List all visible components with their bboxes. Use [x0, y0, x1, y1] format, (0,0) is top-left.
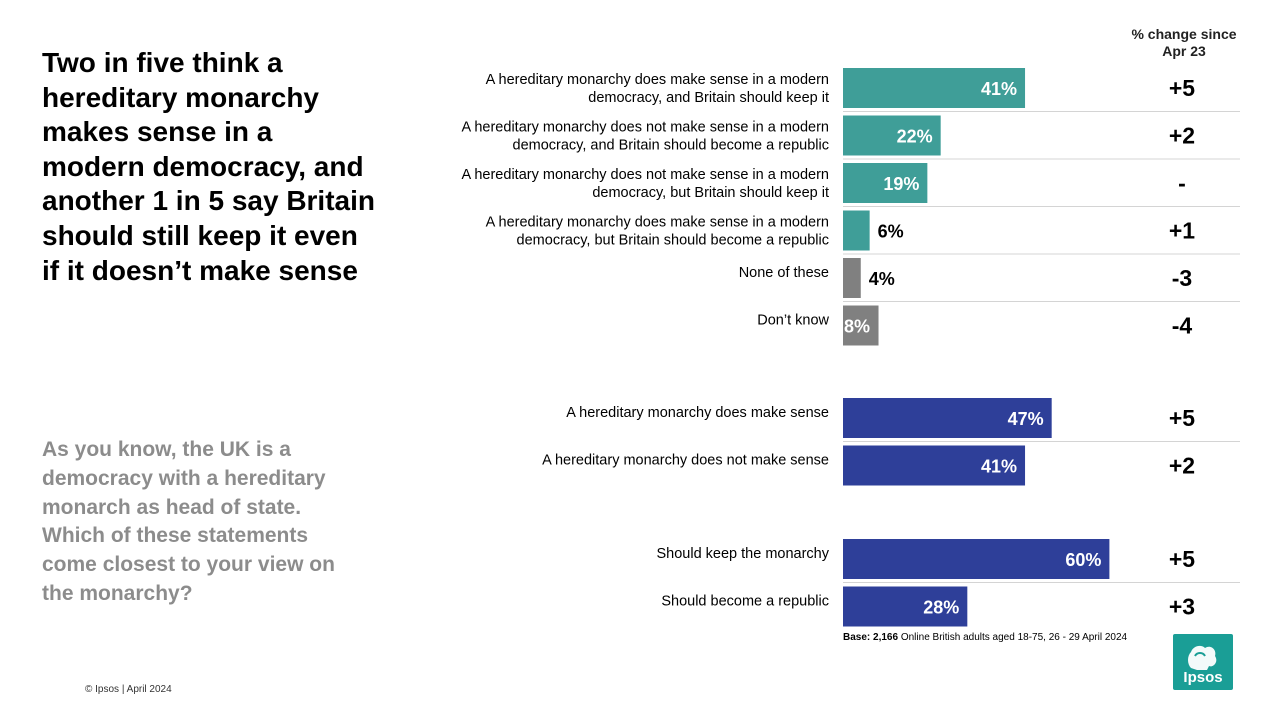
category-label: A hereditary monarchy does not make sens… [542, 453, 829, 469]
category-label: Don’t know [757, 313, 829, 329]
change-value: +5 [1169, 75, 1195, 101]
change-value: +5 [1169, 405, 1195, 431]
ipsos-logo-text: Ipsos [1183, 669, 1223, 686]
base-text: Online British adults aged 18-75, 26 - 2… [900, 632, 1128, 643]
data-label: 60% [1065, 550, 1101, 570]
change-value: +1 [1169, 218, 1195, 244]
data-label: 41% [981, 79, 1017, 99]
bar [843, 163, 928, 203]
category-label: A hereditary monarchy does not make sens… [461, 167, 829, 183]
category-label: democracy, but Britain should keep it [592, 185, 829, 201]
data-label: 6% [878, 222, 904, 242]
change-column-header: % change since Apr 23 [1131, 26, 1237, 59]
bar [843, 115, 941, 156]
bar [843, 586, 968, 627]
copyright-footer: © Ipsos | April 2024 [85, 684, 172, 695]
base-label: Base: [843, 632, 871, 643]
base-note: Base: 2,166 Online British adults aged 1… [843, 632, 1127, 643]
change-value: -4 [1172, 313, 1193, 339]
category-label: democracy, and Britain should keep it [588, 90, 829, 106]
data-label: 47% [1008, 409, 1044, 429]
data-label: 8% [844, 317, 870, 337]
change-value: +2 [1169, 453, 1195, 479]
category-label: A hereditary monarchy does not make sens… [461, 120, 829, 136]
change-value: +2 [1169, 123, 1195, 149]
data-label: 22% [897, 127, 933, 147]
ipsos-logo-mark-icon [1173, 634, 1233, 690]
category-label: democracy, but Britain should become a r… [517, 233, 829, 249]
ipsos-logo: Ipsos [1173, 634, 1233, 690]
change-value: - [1178, 170, 1186, 196]
category-label: A hereditary monarchy does make sense [566, 405, 829, 421]
category-label: Should keep the monarchy [657, 546, 830, 562]
data-label: 4% [869, 269, 895, 289]
bar [843, 210, 870, 251]
base-value: 2,166 [873, 632, 899, 643]
question-text: As you know, the UK is a democracy with … [42, 438, 335, 605]
bar [843, 539, 1110, 579]
bar [843, 68, 1026, 108]
category-label: A hereditary monarchy does make sense in… [486, 215, 829, 231]
bar [843, 445, 1026, 486]
category-label: Should become a republic [661, 594, 829, 610]
category-label: A hereditary monarchy does make sense in… [486, 72, 829, 88]
change-value: +3 [1169, 594, 1195, 620]
category-label: None of these [739, 265, 829, 281]
change-value: +5 [1169, 546, 1195, 572]
bar [843, 398, 1052, 438]
data-label: 41% [981, 457, 1017, 477]
bar [843, 258, 861, 298]
bar [843, 305, 879, 346]
data-label: 19% [883, 174, 919, 194]
page-title: Two in five think a hereditary monarchy … [42, 47, 375, 286]
data-label: 28% [923, 598, 959, 618]
change-value: -3 [1172, 265, 1192, 291]
category-label: democracy, and Britain should become a r… [513, 138, 830, 154]
